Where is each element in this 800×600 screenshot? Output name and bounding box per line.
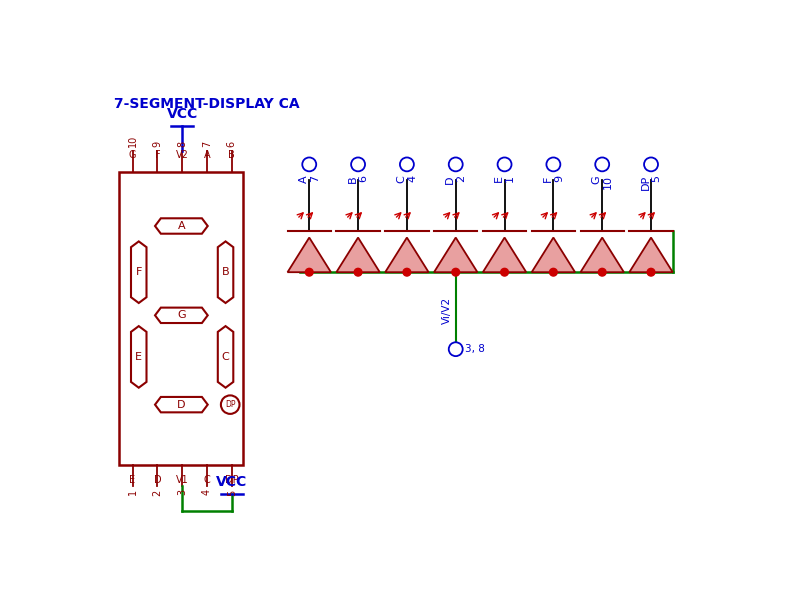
Text: A: A <box>178 221 185 231</box>
Circle shape <box>644 157 658 172</box>
Polygon shape <box>434 238 478 272</box>
Circle shape <box>647 268 655 276</box>
Circle shape <box>403 268 410 276</box>
Circle shape <box>351 157 365 172</box>
Text: A: A <box>204 150 210 160</box>
Text: E: E <box>494 175 504 182</box>
Text: 6: 6 <box>358 175 369 182</box>
Text: V1: V1 <box>176 475 189 485</box>
Text: 8: 8 <box>177 142 187 148</box>
Circle shape <box>449 157 462 172</box>
Circle shape <box>452 268 459 276</box>
Text: 2: 2 <box>152 490 162 496</box>
Text: 10: 10 <box>602 175 613 189</box>
Text: G: G <box>177 310 186 320</box>
Text: C: C <box>397 175 406 183</box>
Text: 3: 3 <box>177 490 187 496</box>
Polygon shape <box>336 238 380 272</box>
Text: Vi/V2: Vi/V2 <box>442 297 451 324</box>
Text: 7: 7 <box>310 175 320 182</box>
Text: 1: 1 <box>505 175 515 182</box>
Text: 3, 8: 3, 8 <box>465 344 485 354</box>
Polygon shape <box>630 238 673 272</box>
Text: 4: 4 <box>202 490 212 496</box>
Circle shape <box>546 157 560 172</box>
Text: 9: 9 <box>554 175 564 182</box>
Text: F: F <box>543 175 553 182</box>
Text: G: G <box>592 175 602 184</box>
Text: E: E <box>135 352 142 362</box>
Text: D: D <box>177 400 186 410</box>
Text: B: B <box>348 175 358 183</box>
Circle shape <box>550 268 558 276</box>
Text: VCC: VCC <box>216 475 247 490</box>
Bar <box>119 172 243 464</box>
Text: DP: DP <box>225 400 235 409</box>
Text: B: B <box>222 267 230 277</box>
Circle shape <box>449 342 462 356</box>
Text: 5: 5 <box>651 175 662 182</box>
Circle shape <box>498 157 511 172</box>
Polygon shape <box>483 238 526 272</box>
Text: F: F <box>154 150 160 160</box>
Circle shape <box>302 157 316 172</box>
Text: 7: 7 <box>202 141 212 148</box>
Text: 9: 9 <box>152 142 162 148</box>
Text: DP: DP <box>225 475 238 485</box>
Text: D: D <box>154 475 161 485</box>
Text: A: A <box>299 175 309 183</box>
Text: 4: 4 <box>407 175 418 182</box>
Text: G: G <box>129 150 136 160</box>
Text: D: D <box>446 175 455 184</box>
Polygon shape <box>532 238 575 272</box>
Text: V2: V2 <box>176 150 189 160</box>
Polygon shape <box>386 238 429 272</box>
Circle shape <box>400 157 414 172</box>
Circle shape <box>598 268 606 276</box>
Text: 7-SEGMENT-DISPLAY CA: 7-SEGMENT-DISPLAY CA <box>114 97 299 110</box>
Polygon shape <box>287 238 331 272</box>
Circle shape <box>354 268 362 276</box>
Text: F: F <box>135 267 142 277</box>
Text: C: C <box>203 475 210 485</box>
Text: 2: 2 <box>456 175 466 182</box>
Text: E: E <box>130 475 136 485</box>
Polygon shape <box>581 238 624 272</box>
Circle shape <box>306 268 313 276</box>
Text: B: B <box>228 150 235 160</box>
Text: 1: 1 <box>127 490 138 496</box>
Text: VCC: VCC <box>166 107 198 121</box>
Circle shape <box>501 268 509 276</box>
Text: 10: 10 <box>127 135 138 148</box>
Circle shape <box>595 157 609 172</box>
Text: C: C <box>222 352 230 362</box>
Text: DP: DP <box>641 175 650 190</box>
Text: 6: 6 <box>226 142 237 148</box>
Text: 5: 5 <box>226 490 237 496</box>
